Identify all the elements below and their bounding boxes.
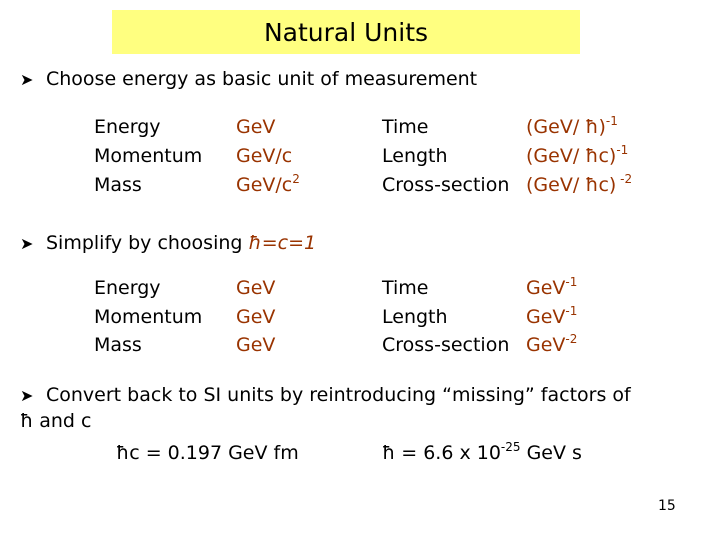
t1-unit-momentum: GeV/c <box>236 145 292 167</box>
t2-derived-time: Time <box>382 277 429 299</box>
title-box: Natural Units <box>112 10 580 54</box>
t1-derived-unit-time: (GeV/ ħ)-1 <box>526 114 618 138</box>
arrow-bullet-icon: ➤ <box>20 234 34 253</box>
arrow-bullet-icon: ➤ <box>20 386 34 405</box>
t2-derived-unit-cross-section-base: GeV <box>526 334 566 356</box>
page-number: 15 <box>658 498 676 514</box>
t2-unit-energy: GeV <box>236 277 276 299</box>
t1-unit-energy: GeV <box>236 116 275 138</box>
formula-hbar-base: ħ = 6.6 x 10 <box>382 442 501 464</box>
bullet-2-highlight: ħ=c=1 <box>248 232 317 254</box>
bullet-3: ➤ Convert back to SI units by reintroduci… <box>20 384 631 406</box>
t1-unit-momentum-base: GeV/c <box>236 145 293 167</box>
t1-derived-time: Time <box>382 116 429 138</box>
t1-quantity-energy: Energy <box>94 116 161 138</box>
t2-unit-momentum: GeV <box>236 306 276 328</box>
bullet-1: ➤ Choose energy as basic unit of measurem… <box>20 68 477 90</box>
t2-derived-unit-time-base: GeV <box>526 277 566 299</box>
t1-derived-unit-time-base: (GeV/ ħ) <box>526 116 606 138</box>
bullet-1-text: Choose energy as basic unit of measureme… <box>46 68 478 90</box>
t2-unit-mass: GeV <box>236 334 276 356</box>
formula-hbar-c: ħc = 0.197 GeV fm <box>116 442 299 464</box>
t1-unit-mass-base: GeV/c <box>236 174 293 196</box>
t2-derived-unit-length-base: GeV <box>526 306 566 328</box>
bullet-3-line-2: ħ and c <box>20 410 92 432</box>
t1-unit-energy-base: GeV <box>236 116 276 138</box>
t2-quantity-momentum: Momentum <box>94 306 203 328</box>
formula-hbar-tail: GeV s <box>520 442 582 464</box>
t2-derived-length: Length <box>382 306 448 328</box>
t1-derived-unit-length-base: (GeV/ ħc) <box>526 145 617 167</box>
bullet-2: ➤ Simplify by choosing ħ=c=1 <box>20 232 316 254</box>
t2-quantity-mass: Mass <box>94 334 142 356</box>
t2-derived-unit-time-sup: -1 <box>565 275 578 289</box>
t1-derived-unit-cross-section-base: (GeV/ ħc) <box>526 174 617 196</box>
t1-derived-unit-length-sup: -1 <box>616 143 629 157</box>
t2-derived-cross-section: Cross-section <box>382 334 510 356</box>
formula-hbar-exponent: -25 <box>500 440 521 454</box>
t2-derived-unit-cross-section-sup: -2 <box>565 332 578 346</box>
t1-quantity-momentum: Momentum <box>94 145 203 167</box>
t2-quantity-energy: Energy <box>94 277 161 299</box>
t1-derived-unit-time-sup: -1 <box>605 114 618 128</box>
slide-title: Natural Units <box>263 17 429 47</box>
t1-unit-mass: GeV/c2 <box>236 172 300 196</box>
t1-derived-unit-cross-section: (GeV/ ħc) -2 <box>526 172 633 196</box>
t1-derived-length: Length <box>382 145 448 167</box>
bullet-3-line-1: Convert back to SI units by reintroducin… <box>46 384 631 406</box>
t1-derived-unit-length: (GeV/ ħc)-1 <box>526 143 629 167</box>
t2-derived-unit-time: GeV-1 <box>526 275 578 299</box>
t1-quantity-mass: Mass <box>94 174 142 196</box>
arrow-bullet-icon: ➤ <box>20 70 34 89</box>
t1-unit-mass-sup: 2 <box>292 172 300 186</box>
t1-derived-unit-cross-section-sup: -2 <box>616 172 633 186</box>
t2-derived-unit-length-sup: -1 <box>565 304 578 318</box>
t1-derived-cross-section: Cross-section <box>382 174 510 196</box>
t2-derived-unit-length: GeV-1 <box>526 304 578 328</box>
formula-hbar: ħ = 6.6 x 10-25 GeV s <box>382 440 582 464</box>
bullet-2-text: Simplify by choosing <box>46 232 249 254</box>
t2-derived-unit-cross-section: GeV-2 <box>526 332 578 356</box>
